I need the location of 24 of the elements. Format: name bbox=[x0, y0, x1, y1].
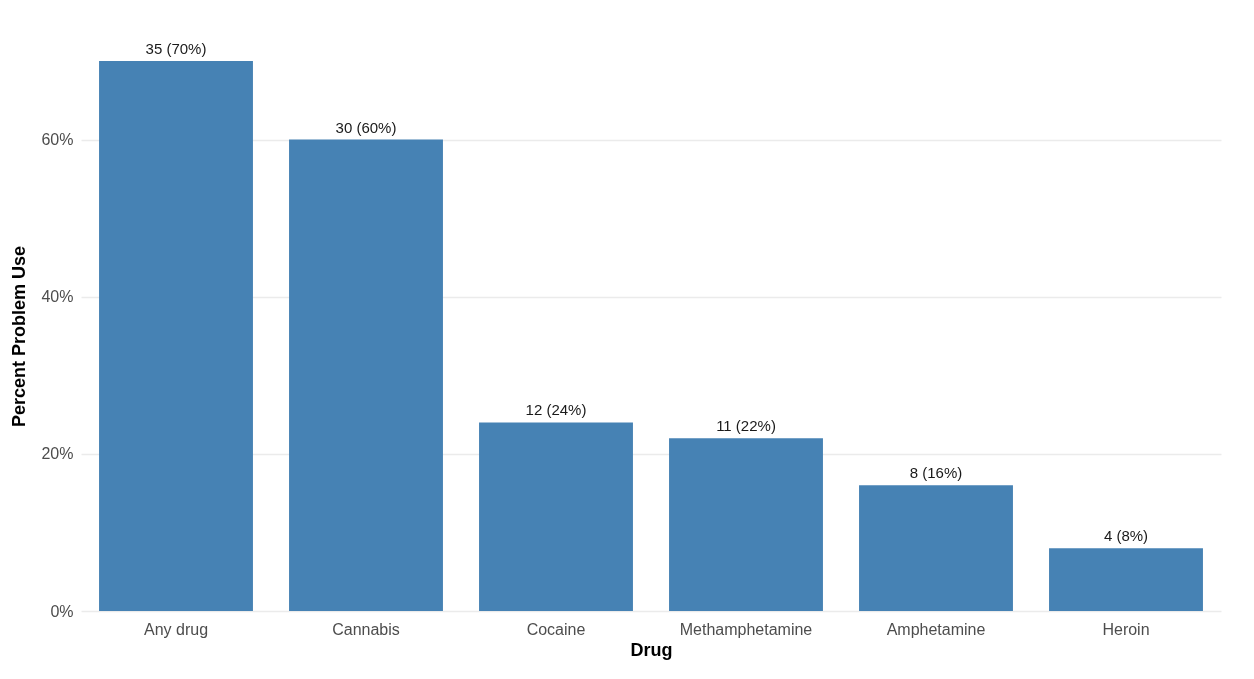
data-label: 12 (24%) bbox=[525, 401, 587, 419]
y-tick-label: 40% bbox=[41, 288, 74, 306]
x-axis-title: Drug bbox=[630, 639, 673, 660]
bar bbox=[1049, 548, 1203, 611]
bar bbox=[479, 422, 633, 611]
data-label: 8 (16%) bbox=[909, 464, 963, 482]
x-tick-label: Cannabis bbox=[332, 620, 400, 638]
x-tick-label: Cocaine bbox=[526, 620, 586, 638]
y-axis-title: Percent Problem Use bbox=[9, 245, 30, 428]
bar bbox=[669, 438, 823, 611]
x-tick-label: Heroin bbox=[1102, 620, 1150, 638]
y-tick-label: 60% bbox=[41, 131, 74, 149]
x-tick-label: Amphetamine bbox=[886, 620, 986, 638]
bar bbox=[289, 139, 443, 611]
y-tick-label: 20% bbox=[41, 445, 74, 463]
data-label: 35 (70%) bbox=[145, 40, 207, 57]
bar bbox=[859, 485, 1013, 611]
x-tick-label: Methamphetamine bbox=[679, 620, 813, 638]
x-tick-label: Any drug bbox=[143, 620, 209, 638]
bar bbox=[99, 61, 253, 611]
data-label: 30 (60%) bbox=[335, 118, 397, 136]
y-tick-label: 0% bbox=[50, 602, 74, 620]
data-label: 4 (8%) bbox=[1103, 527, 1149, 545]
data-label: 11 (22%) bbox=[716, 417, 776, 435]
